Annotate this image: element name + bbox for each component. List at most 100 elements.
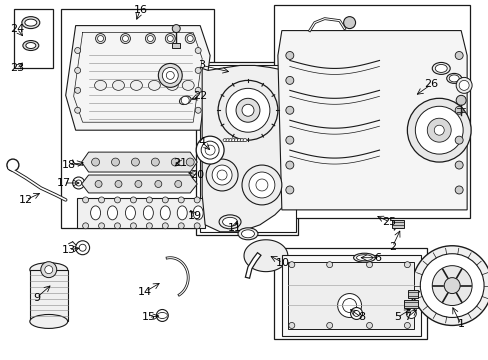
Ellipse shape <box>177 206 187 220</box>
Circle shape <box>454 186 462 194</box>
Circle shape <box>406 309 415 319</box>
Ellipse shape <box>22 17 40 28</box>
Ellipse shape <box>25 19 37 26</box>
Circle shape <box>353 310 359 316</box>
Circle shape <box>130 223 136 229</box>
Bar <box>273 5 469 218</box>
Ellipse shape <box>125 206 135 220</box>
Circle shape <box>130 197 136 203</box>
Circle shape <box>158 63 182 87</box>
Circle shape <box>248 172 274 198</box>
Circle shape <box>99 197 104 203</box>
Ellipse shape <box>30 263 67 276</box>
Text: 20: 20 <box>190 170 204 180</box>
Circle shape <box>172 24 180 32</box>
Circle shape <box>82 223 88 229</box>
Ellipse shape <box>431 62 449 75</box>
Circle shape <box>225 88 269 132</box>
Text: 23: 23 <box>10 63 24 73</box>
Circle shape <box>366 323 372 328</box>
Circle shape <box>427 118 450 142</box>
Ellipse shape <box>228 139 232 141</box>
Bar <box>407 289 417 298</box>
Text: 22: 22 <box>193 91 207 101</box>
Circle shape <box>45 266 53 274</box>
Circle shape <box>458 80 468 90</box>
Circle shape <box>205 145 215 155</box>
Bar <box>196 62 297 235</box>
Ellipse shape <box>179 96 191 104</box>
Text: 3: 3 <box>198 60 205 71</box>
Circle shape <box>326 262 332 268</box>
Circle shape <box>122 36 128 41</box>
Circle shape <box>195 107 201 113</box>
Circle shape <box>454 51 462 59</box>
Polygon shape <box>200 66 295 232</box>
Ellipse shape <box>222 217 237 226</box>
Text: 15: 15 <box>141 312 155 323</box>
Text: 25: 25 <box>382 217 396 227</box>
Ellipse shape <box>225 139 229 141</box>
Circle shape <box>337 293 361 318</box>
Circle shape <box>146 223 152 229</box>
Circle shape <box>343 17 355 28</box>
Ellipse shape <box>353 253 375 262</box>
Circle shape <box>194 197 200 203</box>
Circle shape <box>433 125 443 135</box>
Circle shape <box>162 223 168 229</box>
Ellipse shape <box>448 75 458 82</box>
Text: 24: 24 <box>10 24 24 33</box>
Text: 10: 10 <box>275 258 289 268</box>
Text: 7: 7 <box>403 312 410 323</box>
Circle shape <box>414 106 462 154</box>
Circle shape <box>7 159 19 171</box>
Circle shape <box>146 197 152 203</box>
Circle shape <box>454 76 462 84</box>
Circle shape <box>145 33 155 44</box>
Circle shape <box>135 180 142 188</box>
Circle shape <box>411 246 488 325</box>
Polygon shape <box>277 31 466 210</box>
Circle shape <box>75 67 81 73</box>
Circle shape <box>285 106 293 114</box>
Bar <box>404 300 417 307</box>
Ellipse shape <box>112 80 124 90</box>
Circle shape <box>98 36 103 41</box>
Text: 13: 13 <box>61 245 76 255</box>
Ellipse shape <box>446 73 461 84</box>
Circle shape <box>236 98 260 122</box>
Bar <box>30 270 67 321</box>
Polygon shape <box>202 66 291 232</box>
Circle shape <box>165 33 175 44</box>
Circle shape <box>195 48 201 54</box>
Circle shape <box>99 223 104 229</box>
Circle shape <box>185 33 195 44</box>
Circle shape <box>91 158 100 166</box>
Ellipse shape <box>90 206 101 220</box>
Polygon shape <box>244 240 287 272</box>
Circle shape <box>242 165 281 205</box>
Text: 1: 1 <box>457 319 464 329</box>
Ellipse shape <box>223 139 226 141</box>
Circle shape <box>326 323 332 328</box>
Circle shape <box>41 262 57 278</box>
Circle shape <box>404 262 409 268</box>
Ellipse shape <box>193 206 203 220</box>
Ellipse shape <box>238 228 258 240</box>
Circle shape <box>155 180 162 188</box>
Bar <box>14 9 53 68</box>
Text: 21: 21 <box>173 158 187 168</box>
Circle shape <box>454 106 462 114</box>
Circle shape <box>73 177 84 189</box>
Circle shape <box>195 87 201 93</box>
Text: 2: 2 <box>388 242 395 252</box>
Ellipse shape <box>219 215 241 229</box>
Ellipse shape <box>26 42 36 49</box>
Circle shape <box>404 323 409 328</box>
Text: 8: 8 <box>357 312 365 323</box>
Ellipse shape <box>241 230 254 238</box>
Polygon shape <box>77 198 205 228</box>
Ellipse shape <box>182 80 194 90</box>
Ellipse shape <box>160 206 170 220</box>
Circle shape <box>162 197 168 203</box>
